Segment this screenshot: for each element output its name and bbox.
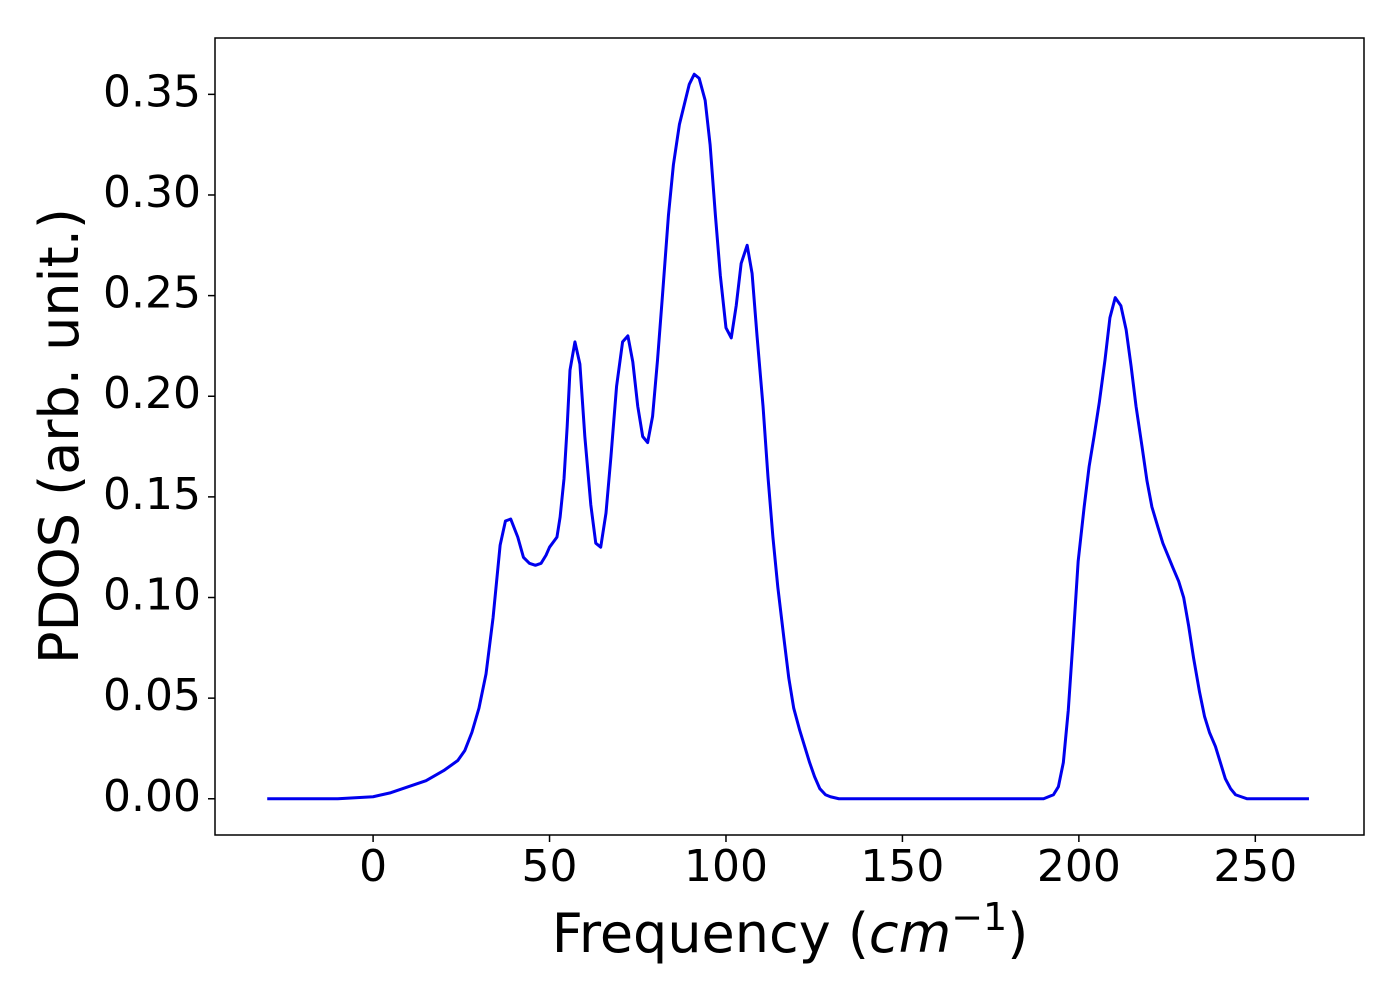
x-tick-label: 250 (1213, 841, 1297, 892)
x-tick-label: 50 (522, 841, 578, 892)
y-tick-label: 0.35 (103, 66, 201, 117)
y-tick-label: 0.30 (103, 167, 201, 218)
x-label-part: Frequency ( (552, 902, 869, 965)
y-tick-label: 0.25 (103, 268, 201, 319)
data-line (267, 72, 1309, 801)
y-tick-label: 0.15 (103, 469, 201, 520)
y-tick-label: 0.00 (103, 771, 201, 822)
x-tick-label: 200 (1037, 841, 1121, 892)
x-axis-label: Frequency (cm−1) (552, 895, 1029, 965)
y-axis-label: PDOS (arb. unit.) (28, 208, 91, 664)
x-tick-label: 150 (860, 841, 944, 892)
x-label-part: ) (1007, 902, 1028, 965)
x-label-unit: cm (869, 902, 951, 965)
y-tick-label: 0.20 (103, 368, 201, 419)
x-tick-label: 100 (684, 841, 768, 892)
plot-frame (214, 37, 1365, 836)
x-label-exponent: −1 (951, 895, 1007, 939)
x-tick-label: 0 (359, 841, 387, 892)
y-tick-label: 0.05 (103, 670, 201, 721)
y-tick-label: 0.10 (103, 570, 201, 621)
